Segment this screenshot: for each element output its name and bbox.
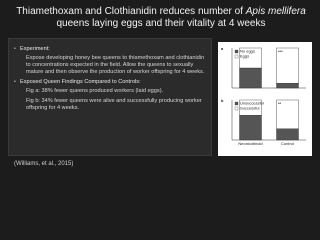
bar-segment (239, 114, 262, 141)
sub-text: Fig a: 38% fewer queens produced workers… (26, 88, 164, 94)
title-italic: Apis mellifera (245, 6, 306, 17)
title-text: queens laying eggs and their vitality at… (56, 18, 266, 29)
title-text: Thiamethoxam and Clothianidin reduces nu… (16, 6, 246, 17)
legend-label: Eggs (240, 54, 249, 59)
bar-segment (276, 83, 299, 89)
bar-segment (239, 47, 262, 69)
legend-label: Successful (240, 106, 259, 111)
panel-label: b (221, 98, 224, 103)
slide-title: Thiamethoxam and Clothianidin reduces nu… (10, 6, 312, 30)
legend-label: No eggs (240, 49, 255, 54)
sub-text: Expose developing honey bee queens to th… (26, 55, 205, 75)
x-tick-label: Neonicotinoid (238, 141, 262, 146)
legend-swatch (234, 49, 239, 54)
significance: *** (278, 49, 283, 54)
text-box: Experiment: Expose developing honey bee q… (8, 38, 212, 156)
sub-text: Fig b: 34% fewer queens were alive and s… (26, 98, 202, 111)
slide: Thiamethoxam and Clothianidin reduces nu… (0, 0, 320, 180)
bar-segment (239, 67, 262, 89)
legend-label: Unsuccessful (240, 101, 264, 106)
legend-swatch (234, 106, 239, 111)
bar-segment (276, 99, 299, 129)
bar-segment (239, 99, 262, 116)
bullet: Experiment: (14, 46, 206, 53)
legend-swatch (234, 54, 239, 59)
panel-label: a (221, 46, 224, 51)
bar-segment (276, 47, 299, 84)
citation: (Williams, et al., 2015) (14, 161, 74, 167)
bar-segment (276, 128, 299, 141)
bullet: Exposed Queen Findings Compared to Contr… (14, 79, 206, 86)
significance: ** (278, 101, 282, 106)
legend-swatch (234, 101, 239, 106)
x-tick-label: Control (281, 141, 294, 146)
